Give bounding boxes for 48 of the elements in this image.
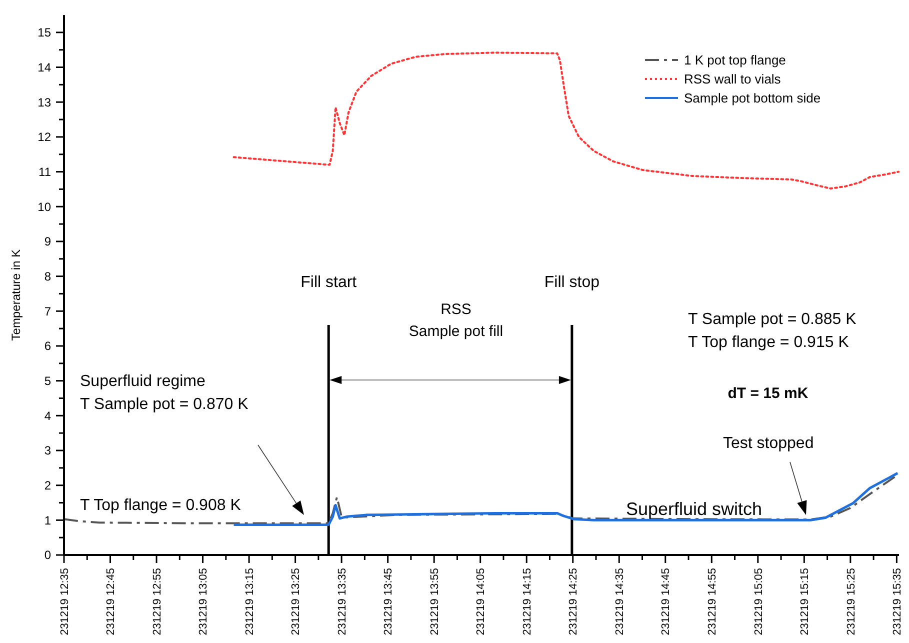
y-tick-label: 0: [44, 548, 52, 562]
y-tick-label: 2: [44, 478, 52, 493]
x-tick-label: 231219 14:35: [614, 568, 626, 636]
legend-label: Sample pot bottom side: [684, 90, 821, 106]
y-tick-label: 14: [38, 60, 52, 74]
y-tick-label: 11: [38, 164, 52, 179]
x-tick-label: 231219 13:35: [336, 568, 348, 636]
y-tick-label: 8: [44, 269, 52, 284]
y-tick-label: 4: [44, 408, 52, 423]
x-tick-label: 231219 12:35: [58, 568, 71, 636]
y-tick-label: 12: [38, 130, 52, 144]
x-tick-label: 231219 13:55: [428, 568, 441, 636]
x-tick-label: 231219 15:05: [752, 568, 765, 636]
x-tick-label: 231219 12:45: [105, 568, 118, 636]
x-tick-label: 231219 13:25: [290, 568, 302, 636]
x-tick-label: 231219 12:55: [151, 568, 164, 636]
y-tick-label: 3: [44, 444, 52, 458]
x-tick-label: 231219 15:25: [845, 568, 858, 636]
annotation: Superfluid switch: [626, 499, 762, 519]
annotation: RSS Sample pot fill: [408, 301, 504, 340]
x-tick-label: 231219 13:15: [244, 568, 256, 636]
x-tick-label: 231219 15:35: [892, 568, 904, 636]
x-tick-label: 231219 13:05: [198, 568, 210, 636]
ref-line-label: Fill stop: [544, 274, 600, 291]
annotation: T Top flange = 0.908 K: [80, 497, 242, 514]
legend-label: 1 K pot top flange: [684, 52, 786, 68]
y-axis-title: Temperature in K: [9, 249, 23, 341]
x-tick-label: 231219 14:45: [660, 568, 672, 636]
annotation: dT = 15 mK: [728, 385, 808, 402]
y-tick-label: 10: [38, 200, 52, 214]
x-tick-label: 231219 13:45: [382, 568, 395, 636]
x-tick-label: 231219 14:55: [706, 568, 718, 636]
y-tick-label: 15: [38, 26, 52, 40]
x-tick-label: 231219 15:15: [799, 568, 812, 636]
y-tick-label: 1: [44, 513, 52, 528]
legend-label: RSS wall to vials: [684, 72, 782, 87]
annotation: Superfluid regime T Sample pot = 0.870 K: [80, 373, 249, 414]
x-tick-label: 231219 14:15: [521, 568, 534, 636]
annotation: T Sample pot = 0.885 K T Top flange = 0.915 K: [688, 311, 857, 352]
y-tick-label: 5: [44, 374, 52, 388]
x-tick-label: 231219 14:05: [475, 568, 488, 636]
y-tick-label: 7: [44, 304, 52, 318]
y-tick-label: 13: [38, 95, 52, 110]
x-tick-label: 231219 14:25: [568, 568, 580, 636]
y-tick-label: 6: [44, 339, 52, 354]
annotation: Test stopped: [723, 435, 814, 452]
ref-line-label: Fill start: [300, 274, 358, 291]
y-tick-label: 9: [44, 234, 52, 249]
